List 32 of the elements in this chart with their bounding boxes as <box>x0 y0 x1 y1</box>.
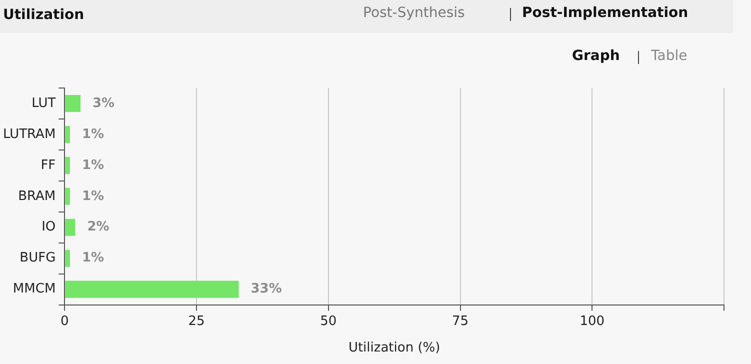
data-label: 3% <box>92 96 115 111</box>
bar <box>65 218 76 236</box>
data-label: 1% <box>82 250 104 266</box>
data-label: 2% <box>87 220 110 235</box>
y-tick-label: LUT <box>32 96 56 111</box>
data-label: 1% <box>82 126 104 142</box>
y-tick-label: MMCM <box>12 282 56 297</box>
bar <box>65 280 239 298</box>
text: Graph <box>572 48 620 64</box>
x-tick-label: 75 <box>452 314 469 329</box>
bar <box>65 94 80 112</box>
text: Post-Synthesis <box>363 5 465 21</box>
data-label: 1% <box>82 188 104 204</box>
x-tick-label: 25 <box>188 314 205 329</box>
x-tick-label: 0 <box>60 314 69 329</box>
bar <box>65 250 70 267</box>
bar <box>65 156 70 174</box>
bar <box>65 188 70 205</box>
y-tick-label: IO <box>42 220 56 235</box>
data-label: 33% <box>250 282 282 297</box>
text: Post-Implementation <box>522 5 688 21</box>
x-tick-label: 100 <box>580 314 605 329</box>
data-label: 1% <box>82 158 104 173</box>
x-tick-label: 50 <box>320 314 337 329</box>
y-tick-label: LUTRAM <box>2 126 56 142</box>
x-axis-title: Utilization (%) <box>348 340 440 356</box>
bar <box>65 126 70 143</box>
chart-title: Utilization <box>3 7 84 23</box>
y-tick-label: BUFG <box>20 250 56 266</box>
y-tick-label: FF <box>40 158 56 173</box>
y-tick-label: BRAM <box>18 188 56 204</box>
text: Table <box>651 48 688 64</box>
